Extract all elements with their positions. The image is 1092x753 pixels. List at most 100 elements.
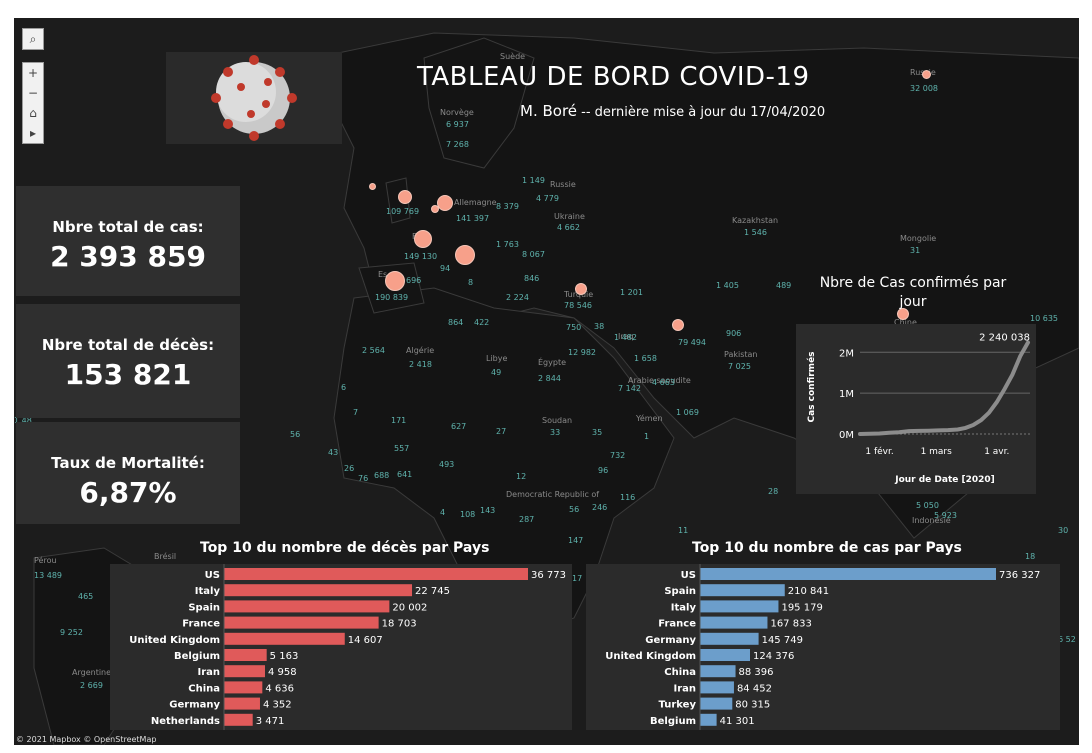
map-bubble[interactable] [369, 183, 376, 190]
kpi-total-deaths: Nbre total de décès: 153 821 [16, 304, 240, 418]
map-case-count: 141 397 [456, 214, 490, 223]
bar [700, 649, 750, 661]
map-case-count: 489 [776, 281, 792, 290]
map-country-label: Democratic Republic of [506, 490, 600, 499]
map-case-count: 750 [566, 323, 582, 332]
map-case-count: 109 769 [386, 207, 420, 216]
bar [700, 616, 768, 629]
bar [224, 600, 390, 613]
map-case-count: 96 [598, 466, 609, 475]
map-bubble[interactable] [672, 319, 684, 331]
map-case-count: 1 658 [634, 354, 657, 363]
map-bubble[interactable] [437, 195, 453, 211]
map-bubble[interactable] [455, 245, 475, 265]
bar-value-label: 124 376 [753, 651, 794, 662]
bar-category-label: France [182, 619, 220, 630]
map-country-label: Norvège [440, 108, 474, 117]
bar [700, 600, 779, 613]
cases-bar-chart[interactable]: US 736 327 Spain 210 841 Italy 195 179 France 1… [586, 564, 1060, 730]
bar-category-label: Iran [673, 683, 696, 694]
bar [224, 713, 253, 726]
map-country-label: Algérie [406, 346, 435, 355]
map-case-count: 864 [448, 318, 464, 327]
map-country-label: Suède [500, 52, 526, 61]
map-case-count: 8 067 [522, 250, 545, 259]
bar-value-label: 80 315 [735, 700, 770, 711]
map-bubble[interactable] [385, 271, 405, 291]
map-case-count: 79 494 [678, 338, 706, 347]
map-country-label: Iraq [618, 332, 634, 341]
zoom-in-button[interactable]: + [27, 66, 39, 80]
kpi-label: Nbre total de cas: [52, 218, 204, 236]
map-zoom-controls: + − ⌂ ▸ [22, 62, 44, 144]
map-case-count: 1 763 [496, 240, 519, 249]
y-axis-label: Cas confirmés [806, 351, 817, 422]
map-bubble[interactable] [575, 283, 587, 295]
map-country-label: Égypte [538, 358, 567, 367]
map-case-count: 171 [391, 416, 407, 425]
map-case-count: 31 [910, 246, 921, 255]
map-case-count: 2 418 [409, 360, 432, 369]
map-case-count: 422 [474, 318, 490, 327]
map-country-label: Brésil [154, 552, 177, 561]
map-case-count: 4 779 [536, 194, 559, 203]
map-country-label: Kazakhstan [732, 216, 779, 225]
map-case-count: 1 48 [14, 416, 32, 425]
map-case-count: 7 268 [446, 140, 469, 149]
map-case-count: 149 130 [404, 252, 438, 261]
kpi-total-cases: Nbre total de cas: 2 393 859 [16, 186, 240, 296]
x-tick-label: 1 avr. [984, 447, 1009, 457]
bar [224, 616, 379, 629]
bar [700, 584, 785, 597]
land-scandinavia [423, 37, 535, 169]
map-case-count: 9 252 [60, 628, 83, 637]
map-case-count: 13 489 [34, 571, 62, 580]
home-button[interactable]: ⌂ [29, 106, 37, 120]
map-country-label: Soudan [542, 416, 573, 425]
bar-category-label: United Kingdom [605, 651, 696, 662]
x-tick-label: 1 févr. [865, 446, 893, 457]
map-case-count: 32 008 [910, 84, 938, 93]
map-bubble[interactable] [398, 190, 412, 204]
bar-value-label: 14 607 [348, 635, 383, 646]
bar-category-label: Spain [664, 586, 696, 597]
bar-value-label: 3 471 [256, 716, 285, 727]
map-bubble[interactable] [414, 230, 432, 248]
cases-chart-title: Top 10 du nombre de cas par Pays [692, 540, 962, 556]
y-tick-label: 0M [839, 430, 854, 441]
map-case-count: 94 [440, 264, 451, 273]
bar-value-label: 88 396 [739, 667, 774, 678]
bar-category-label: Italy [671, 602, 697, 613]
map-case-count: 696 [406, 276, 422, 285]
map-case-count: 78 546 [564, 301, 592, 310]
map-country-label: Chine [894, 318, 917, 327]
map-case-count: 287 [519, 515, 535, 524]
bar-category-label: China [664, 667, 696, 678]
bar-value-label: 4 636 [265, 683, 294, 694]
bar-value-label: 4 352 [263, 700, 292, 711]
map-case-count: 1 201 [620, 288, 643, 297]
map-bubble[interactable] [431, 205, 439, 213]
line-chart[interactable]: 2M 1M 0M 1 févr. 1 mars 1 avr. 2 240 038 Jour d… [796, 324, 1036, 494]
map-country-label: Arabie saoudite [628, 376, 691, 385]
map-case-count: 10 635 [1030, 314, 1058, 323]
map-search-button[interactable]: ⌕ [22, 28, 44, 50]
deaths-bar-chart[interactable]: US 36 773 Italy 22 745 Spain 20 002 France 18 7… [110, 564, 572, 730]
map-case-count: 1 [644, 432, 650, 441]
deaths-chart-title: Top 10 du nombre de décès par Pays [200, 540, 490, 556]
map-case-count: 1 546 [744, 228, 767, 237]
kpi-label: Taux de Mortalité: [51, 454, 205, 472]
map-case-count: 2 669 [80, 681, 103, 690]
bar [700, 713, 717, 726]
bar [224, 568, 528, 580]
search-icon: ⌕ [29, 32, 37, 46]
play-button[interactable]: ▸ [29, 126, 37, 140]
map-case-count: 846 [524, 274, 540, 283]
bar-category-label: France [658, 619, 696, 630]
map-case-count: 627 [451, 422, 467, 431]
map-bubble[interactable] [922, 70, 931, 79]
map-country-label: Ukraine [554, 212, 585, 221]
map-case-count: 1 149 [522, 176, 545, 185]
zoom-out-button[interactable]: − [27, 86, 39, 100]
map-bubble[interactable] [897, 308, 909, 320]
